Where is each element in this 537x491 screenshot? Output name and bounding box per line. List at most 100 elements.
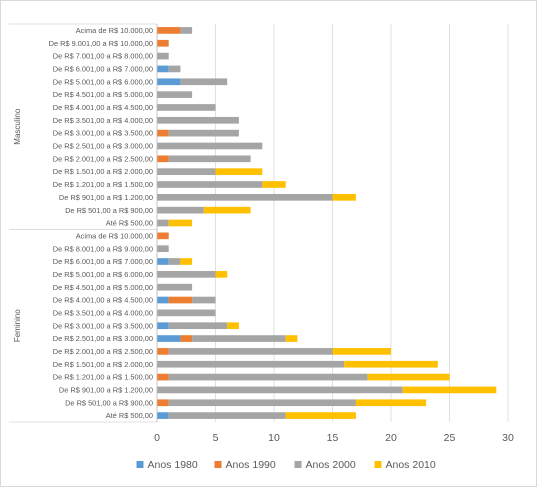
legend-swatch bbox=[136, 461, 144, 468]
x-tick-label: 5 bbox=[213, 432, 219, 444]
bar-segment bbox=[157, 142, 263, 150]
bar-segment bbox=[157, 335, 181, 342]
category-label: De R$ 501,00 a R$ 900,00 bbox=[65, 206, 153, 215]
category-label: Até R$ 500,00 bbox=[106, 219, 153, 228]
bar-segment bbox=[203, 206, 251, 214]
legend: Anos 1980 Anos 1990 Anos 2000 Anos 2010 bbox=[136, 459, 436, 471]
category-label: De R$ 2.501,00 a R$ 3.000,00 bbox=[53, 142, 153, 151]
bar-segment bbox=[157, 52, 169, 60]
bar-segment bbox=[157, 78, 181, 86]
bar-segment bbox=[157, 322, 169, 330]
bar-segment bbox=[157, 65, 169, 73]
bar-segment bbox=[168, 219, 193, 227]
bar-segment bbox=[168, 348, 333, 355]
category-label: Acima de R$ 10.000,00 bbox=[76, 231, 153, 240]
gridlines bbox=[156, 24, 509, 422]
category-label: Acima de R$ 10.000,00 bbox=[76, 26, 153, 35]
bar-segment bbox=[157, 373, 169, 381]
category-label: De R$ 1.201,00 a R$ 1.500,00 bbox=[53, 373, 153, 382]
bar-segment bbox=[157, 412, 169, 419]
bar-segment bbox=[157, 206, 204, 214]
bar-segment bbox=[402, 386, 497, 394]
legend-swatch bbox=[214, 461, 222, 468]
category-label: De R$ 901,00 a R$ 1.200,00 bbox=[59, 193, 153, 202]
bar-segment bbox=[157, 245, 169, 253]
axes: 0 5 10 15 20 25 30 bbox=[9, 23, 514, 444]
bar-segment bbox=[344, 360, 438, 368]
x-tick-label: 25 bbox=[444, 432, 456, 444]
bar-segment bbox=[157, 219, 169, 227]
bar-segment bbox=[157, 168, 216, 175]
bar-segment bbox=[157, 309, 216, 317]
category-label: Até R$ 500,00 bbox=[106, 411, 153, 420]
bar-segment bbox=[168, 412, 286, 419]
legend-swatch bbox=[374, 461, 382, 468]
category-label: De R$ 2.001,00 a R$ 2.500,00 bbox=[53, 154, 153, 163]
bar-segment bbox=[180, 78, 228, 86]
category-label: De R$ 1.501,00 a R$ 2.000,00 bbox=[53, 360, 153, 369]
category-label: De R$ 3.501,00 a R$ 4.000,00 bbox=[53, 116, 153, 125]
group-labels: Masculino Feminino bbox=[13, 108, 22, 342]
bar-segment bbox=[180, 27, 193, 34]
x-tick-label: 15 bbox=[327, 432, 339, 444]
bar-segment bbox=[157, 91, 193, 98]
legend-swatch bbox=[294, 461, 302, 468]
category-label: De R$ 8.001,00 a R$ 9.000,00 bbox=[53, 244, 153, 253]
bar-segment bbox=[157, 39, 169, 47]
group-label: Masculino bbox=[13, 108, 22, 145]
bar-segment bbox=[192, 335, 286, 342]
category-label: De R$ 5.001,00 a R$ 6.000,00 bbox=[53, 77, 153, 86]
category-label: De R$ 7.001,00 a R$ 8.000,00 bbox=[53, 52, 153, 61]
bar-segment bbox=[285, 335, 298, 342]
bar-segment bbox=[168, 155, 251, 163]
x-tick-label: 30 bbox=[502, 432, 514, 444]
bar-segment bbox=[157, 232, 169, 240]
bar-segment bbox=[285, 412, 356, 419]
legend-label: Anos 2010 bbox=[386, 459, 436, 471]
bar-segment bbox=[168, 399, 356, 407]
bar-segment bbox=[157, 193, 333, 201]
bar-segment bbox=[157, 104, 216, 111]
bar-segment bbox=[168, 258, 181, 265]
group-label: Feminino bbox=[13, 309, 22, 342]
bar-segment bbox=[168, 65, 181, 73]
bar-segment bbox=[157, 348, 169, 355]
category-label: De R$ 3.001,00 a R$ 3.500,00 bbox=[53, 129, 153, 138]
bar-segment bbox=[367, 373, 450, 381]
category-label: De R$ 4.501,00 a R$ 5.000,00 bbox=[53, 90, 153, 99]
category-label: De R$ 1.501,00 a R$ 2.000,00 bbox=[53, 167, 153, 176]
bar-segment bbox=[332, 193, 356, 201]
bar-segment bbox=[157, 258, 169, 265]
category-label: De R$ 3.001,00 a R$ 3.500,00 bbox=[53, 321, 153, 330]
bar-segment bbox=[157, 116, 239, 124]
bar-segment bbox=[168, 322, 228, 330]
category-label: De R$ 901,00 a R$ 1.200,00 bbox=[59, 386, 153, 395]
x-tick-label: 10 bbox=[268, 432, 280, 444]
legend-label: Anos 1990 bbox=[226, 459, 276, 471]
bar-segment bbox=[215, 168, 263, 175]
category-label: De R$ 4.001,00 a R$ 4.500,00 bbox=[53, 103, 153, 112]
bar-segment bbox=[168, 296, 193, 304]
bar-segment bbox=[157, 155, 169, 163]
category-label: De R$ 501,00 a R$ 900,00 bbox=[65, 398, 153, 407]
legend-label: Anos 1980 bbox=[148, 459, 198, 471]
bar-segment bbox=[157, 386, 403, 394]
bar-segment bbox=[157, 181, 263, 188]
bar-segment bbox=[157, 27, 181, 34]
bar-segment bbox=[168, 373, 368, 381]
bar-segment bbox=[168, 129, 239, 137]
category-label: De R$ 4.501,00 a R$ 5.000,00 bbox=[53, 283, 153, 292]
category-label: De R$ 4.001,00 a R$ 4.500,00 bbox=[53, 296, 153, 305]
bar-segment bbox=[227, 322, 239, 330]
category-label: De R$ 1.201,00 a R$ 1.500,00 bbox=[53, 180, 153, 189]
bar-segment bbox=[157, 296, 169, 304]
legend-label: Anos 2000 bbox=[306, 459, 356, 471]
category-label: De R$ 6.001,00 a R$ 7.000,00 bbox=[53, 257, 153, 266]
x-tick-label: 0 bbox=[154, 432, 160, 444]
bar-segment bbox=[157, 271, 216, 278]
category-labels: Acima de R$ 10.000,00 De R$ 9.001,00 a R$… bbox=[49, 26, 153, 420]
bar-segment bbox=[355, 399, 427, 407]
bar-segment bbox=[262, 181, 286, 188]
